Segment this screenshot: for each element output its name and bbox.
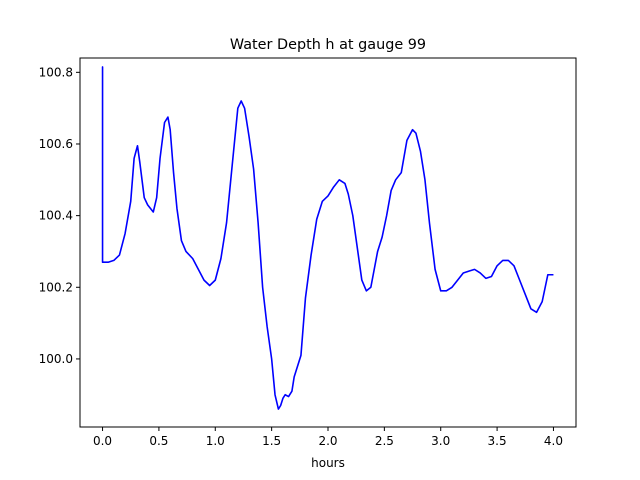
x-tick-label: 3.0: [431, 434, 450, 448]
y-tick-label: 100.4: [39, 209, 73, 223]
x-tick-label: 3.5: [488, 434, 507, 448]
y-tick-label: 100.0: [39, 352, 73, 366]
y-tick-label: 100.8: [39, 65, 73, 79]
x-tick-label: 4.0: [544, 434, 563, 448]
chart-title: Water Depth h at gauge 99: [230, 37, 426, 53]
x-tick-label: 2.5: [375, 434, 394, 448]
y-axis: 100.0 100.2 100.4 100.6 100.8: [39, 65, 80, 366]
plot-area: [101, 66, 554, 410]
x-tick-label: 1.5: [262, 434, 281, 448]
x-tick-label: 0.5: [149, 434, 168, 448]
x-axis: 0.0 0.5 1.0 1.5 2.0 2.5 3.0 3.5 4.0: [93, 427, 563, 448]
axes-frame: [79, 57, 577, 428]
x-tick-label: 1.0: [206, 434, 225, 448]
x-tick-label: 2.0: [318, 434, 337, 448]
series-line-0: [101, 66, 554, 410]
x-tick-label: 0.0: [93, 434, 112, 448]
x-axis-label: hours: [311, 456, 345, 470]
y-tick-label: 100.6: [39, 137, 73, 151]
y-tick-label: 100.2: [39, 280, 73, 294]
